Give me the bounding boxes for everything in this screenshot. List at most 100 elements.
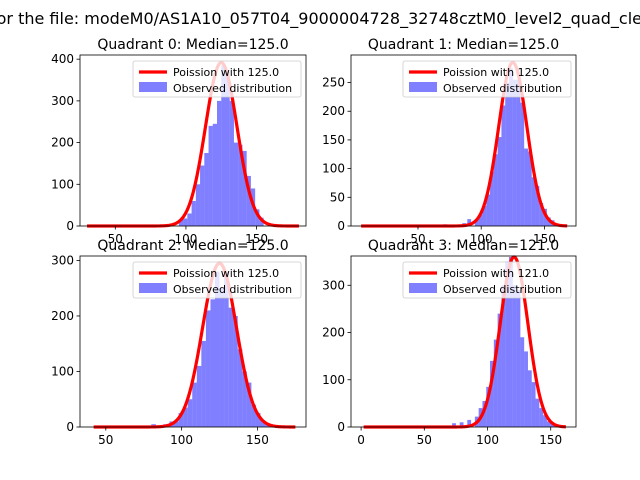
legend-box <box>402 261 572 299</box>
histogram-bar <box>520 337 525 427</box>
histogram-bar <box>208 125 213 226</box>
histogram-bar <box>539 203 544 226</box>
subplots-grid: Quadrant 0: Median=125.0 50 100 150 0 100 200 3… <box>51 37 577 447</box>
histogram-bar <box>512 79 517 226</box>
x-tick-label: 0 <box>357 433 365 447</box>
y-tick-label: 100 <box>51 177 74 191</box>
legend-curve-label: Poission with 125.0 <box>173 66 279 79</box>
x-tick-label: 50 <box>98 433 113 447</box>
histogram-bar <box>505 82 510 226</box>
histogram-bar <box>497 313 502 427</box>
legend-hist-swatch <box>409 82 437 92</box>
histogram-bar <box>459 422 464 427</box>
legend-hist-label: Observed distribution <box>443 82 562 95</box>
histogram-bar <box>546 421 551 427</box>
histogram-bar <box>233 142 239 226</box>
y-tick-label: 300 <box>322 278 345 292</box>
histogram-bar <box>237 349 243 427</box>
histogram-bar <box>212 123 218 226</box>
y-tick-label: 0 <box>337 420 345 434</box>
subplot-quadrant-0: Quadrant 0: Median=125.0 50 100 150 0 100 200 3… <box>51 37 307 246</box>
histogram-bar <box>535 185 540 226</box>
histogram-bar <box>486 194 491 226</box>
histogram-bar <box>229 100 234 226</box>
histogram-bar <box>482 205 487 226</box>
histogram-bar <box>452 423 456 427</box>
y-tick-label: 100 <box>322 162 345 176</box>
y-tick-label: 50 <box>330 190 345 204</box>
subplot-title: Quadrant 1: Median=125.0 <box>368 37 559 53</box>
histogram-bar <box>191 200 196 226</box>
histogram-bar <box>490 360 494 427</box>
histogram-bar <box>201 340 206 427</box>
histogram-bar <box>224 271 229 427</box>
y-tick-label: 400 <box>51 52 74 66</box>
axes-frame <box>350 54 577 227</box>
histogram-bar <box>195 184 201 226</box>
histogram-bar <box>260 420 266 427</box>
subplot-quadrant-3: Quadrant 3: Median=121.0 0 50 100 150 0 100 200… <box>322 238 577 447</box>
legend-hist-swatch <box>139 283 167 293</box>
legend: Poission with 125.0 Observed distribution <box>402 60 572 98</box>
y-tick-label: 300 <box>51 253 74 267</box>
histogram-bar <box>174 421 179 427</box>
histogram-bar <box>543 415 547 427</box>
axes-frame <box>350 255 577 428</box>
legend: Poission with 125.0 Observed distribution <box>132 261 302 299</box>
y-tick-label: 200 <box>51 136 74 150</box>
histogram-bar <box>178 219 184 226</box>
histogram-bar <box>482 401 487 427</box>
x-tick-label: 150 <box>245 232 268 246</box>
histogram-bar <box>486 386 491 427</box>
histogram-bar <box>183 218 188 226</box>
histogram-bar <box>516 79 521 226</box>
legend-box <box>132 60 302 98</box>
y-tick-label: 200 <box>51 309 74 323</box>
legend: Poission with 121.0 Observed distribution <box>402 261 572 299</box>
subplot-title: Quadrant 0: Median=125.0 <box>97 37 288 53</box>
subplot-title: Quadrant 3: Median=121.0 <box>368 238 559 254</box>
histogram-bar <box>228 307 234 427</box>
histogram-bar <box>214 271 220 427</box>
histogram-bar <box>501 105 506 226</box>
histogram-bar <box>242 150 247 226</box>
histogram-bar <box>505 261 510 427</box>
y-tick-label: 0 <box>66 420 74 434</box>
histogram-bar <box>246 382 252 427</box>
histogram-bar <box>238 144 243 226</box>
histogram-bar <box>246 175 251 226</box>
histogram-bar <box>512 285 517 427</box>
histogram-bar <box>183 407 188 427</box>
histogram-bar <box>478 214 483 226</box>
histogram-bar <box>527 370 532 427</box>
histogram-bar <box>531 382 536 427</box>
y-tick-label: 0 <box>337 219 345 233</box>
axes-frame <box>79 54 307 227</box>
legend-box <box>132 261 302 299</box>
histogram-bar <box>531 177 536 226</box>
histogram-bars <box>178 65 264 227</box>
legend-curve-label: Poission with 121.0 <box>443 267 549 280</box>
x-tick-label: 150 <box>246 433 269 447</box>
histogram-bar <box>233 315 238 427</box>
histogram-bar <box>200 165 205 226</box>
histogram-bars <box>151 271 270 427</box>
x-tick-label: 100 <box>470 232 493 246</box>
x-tick-label: 50 <box>417 433 432 447</box>
legend-hist-label: Observed distribution <box>443 283 562 296</box>
histogram-bar <box>520 102 525 226</box>
histogram-bar <box>178 413 184 427</box>
legend: Poission with 125.0 Observed distribution <box>132 60 302 98</box>
histogram-bar <box>187 213 192 226</box>
histogram-bar <box>204 153 209 226</box>
histogram-bar <box>467 219 472 226</box>
y-tick-label: 100 <box>51 364 74 378</box>
histogram-bar <box>493 154 498 226</box>
histogram-bar <box>251 404 256 427</box>
histogram-bar <box>527 151 532 226</box>
histogram-bar <box>474 219 479 226</box>
histogram-bar <box>509 256 513 427</box>
histogram-bar <box>524 148 528 226</box>
legend-hist-label: Observed distribution <box>173 283 292 296</box>
